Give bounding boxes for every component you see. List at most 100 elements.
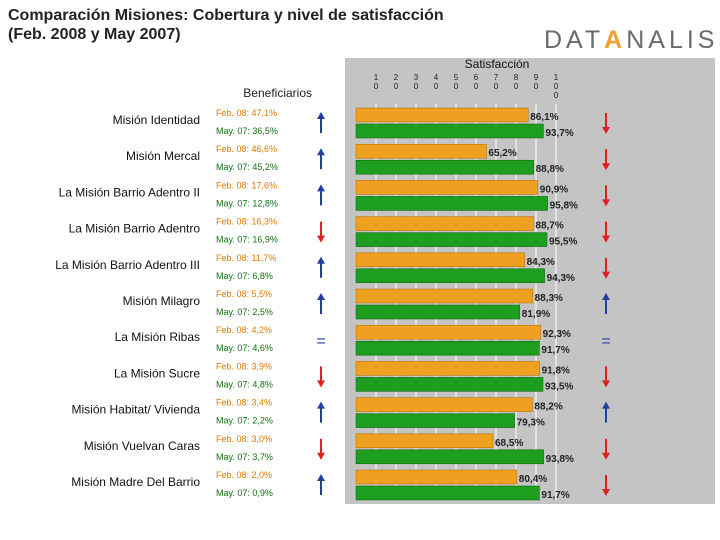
value-label-feb: 86,1% — [530, 112, 558, 123]
bar-may — [355, 232, 548, 247]
benef-feb-label: Feb. 08: 16,3% — [216, 217, 277, 227]
value-label-feb: 65,2% — [488, 148, 516, 159]
bar-may — [355, 304, 521, 320]
value-label-feb: 90,9% — [540, 184, 568, 195]
benef-trend-arrow-up-head-icon — [317, 112, 325, 119]
bar-feb — [355, 216, 534, 231]
value-label-feb: 80,4% — [519, 474, 547, 485]
sat-trend-arrow-down-head-icon — [602, 380, 610, 388]
bar-feb — [355, 143, 487, 159]
benef-may-label: May. 07: 6,8% — [216, 271, 273, 281]
benef-may-label: May. 07: 45,2% — [216, 162, 278, 172]
benef-feb-label: Feb. 08: 46,6% — [216, 144, 277, 154]
bar-may — [355, 485, 540, 501]
value-label-feb: 88,3% — [535, 293, 563, 304]
benef-may-label: May. 07: 0,9% — [216, 488, 273, 498]
bar-feb — [355, 469, 518, 485]
benef-may-label: May. 07: 3,7% — [216, 452, 273, 462]
benef-may-label: May. 07: 12,8% — [216, 198, 278, 208]
title-line-2: (Feb. 2008 y May 2007) — [8, 26, 181, 43]
value-label-may: 93,7% — [545, 128, 573, 139]
sat-trend-arrow-down-head-icon — [602, 235, 610, 243]
benef-trend-arrow-up-head-icon — [317, 148, 325, 156]
bar-feb — [355, 288, 533, 304]
value-label-feb: 88,2% — [534, 402, 562, 413]
bar-feb — [355, 324, 541, 340]
value-label-may: 95,5% — [549, 237, 577, 248]
datanalisis-logo: DATANALISIS — [544, 26, 720, 54]
category-label: Misión Milagro — [123, 294, 201, 308]
category-label: Misión Vuelvan Caras — [84, 439, 200, 453]
benef-feb-label: Feb. 08: 47,1% — [216, 108, 277, 118]
benef-trend-arrow-up-head-icon — [317, 293, 325, 300]
value-label-may: 93,5% — [545, 381, 573, 392]
benef-may-label: May. 07: 4,8% — [216, 379, 273, 389]
value-label-may: 94,3% — [547, 273, 575, 284]
benef-trend-equal-icon: = — [316, 333, 325, 350]
title-line-1: Comparación Misiones: Cobertura y nivel … — [8, 7, 444, 24]
category-label: La Misión Ribas — [115, 330, 200, 344]
value-label-feb: 68,5% — [495, 438, 523, 449]
value-label-feb: 92,3% — [543, 329, 571, 340]
value-label-feb: 88,7% — [535, 221, 563, 232]
benef-feb-label: Feb. 08: 11,7% — [216, 253, 276, 263]
beneficiarios-header: Beneficiarios — [243, 86, 312, 100]
value-label-may: 95,8% — [550, 200, 578, 211]
bar-may — [355, 196, 548, 211]
sat-trend-arrow-down-head-icon — [602, 163, 610, 171]
benef-trend-arrow-down-head-icon — [317, 452, 325, 460]
value-label-may: 91,7% — [541, 490, 569, 501]
sat-trend-arrow-up-head-icon — [602, 401, 610, 409]
sat-trend-arrow-up-head-icon — [602, 293, 610, 300]
category-label: La Misión Sucre — [114, 366, 200, 380]
value-label-feb: 91,8% — [542, 365, 570, 376]
category-label: Misión Identidad — [113, 113, 200, 127]
benef-trend-arrow-up-head-icon — [317, 184, 325, 192]
category-label: La Misión Barrio Adentro III — [55, 258, 200, 272]
value-label-may: 81,9% — [522, 309, 550, 320]
value-label-feb: 84,3% — [527, 257, 555, 268]
bar-may — [355, 449, 544, 465]
value-label-may: 93,8% — [546, 454, 574, 465]
benef-trend-arrow-up-head-icon — [317, 474, 325, 481]
category-label: Misión Madre Del Barrio — [71, 475, 200, 489]
benef-trend-arrow-down-head-icon — [317, 235, 325, 243]
benef-may-label: May. 07: 2,5% — [216, 307, 273, 317]
bar-feb — [355, 397, 533, 412]
benef-may-label: May. 07: 36,5% — [216, 126, 278, 136]
bar-may — [355, 377, 544, 392]
category-label: Misión Habitat/ Vivienda — [71, 403, 200, 417]
sat-trend-arrow-down-head-icon — [602, 452, 610, 460]
value-label-may: 79,3% — [517, 418, 545, 429]
sat-trend-equal-icon: = — [601, 333, 610, 350]
category-label: Misión Mercal — [126, 149, 200, 163]
value-label-may: 88,8% — [536, 164, 564, 175]
bar-may — [355, 413, 515, 428]
bar-feb — [355, 361, 540, 376]
x-axis-title: Satisfacción — [465, 57, 530, 71]
bar-feb — [355, 433, 494, 449]
value-label-may: 91,7% — [541, 345, 569, 356]
bar-may — [355, 340, 540, 356]
bar-may — [355, 268, 545, 284]
chart-title: Comparación Misiones: Cobertura y nivel … — [8, 6, 444, 44]
benef-may-label: May. 07: 2,2% — [216, 416, 273, 426]
benef-trend-arrow-up-head-icon — [317, 256, 325, 264]
sat-trend-arrow-down-head-icon — [602, 271, 610, 279]
category-label: La Misión Barrio Adentro II — [59, 185, 200, 199]
benef-may-label: May. 07: 4,6% — [216, 343, 273, 353]
benef-feb-label: Feb. 08: 3,4% — [216, 398, 272, 408]
benef-feb-label: Feb. 08: 2,0% — [216, 470, 272, 480]
bar-may — [355, 159, 534, 175]
benef-feb-label: Feb. 08: 5,5% — [216, 289, 272, 299]
bar-feb — [355, 107, 529, 123]
benef-trend-arrow-up-head-icon — [317, 401, 325, 409]
